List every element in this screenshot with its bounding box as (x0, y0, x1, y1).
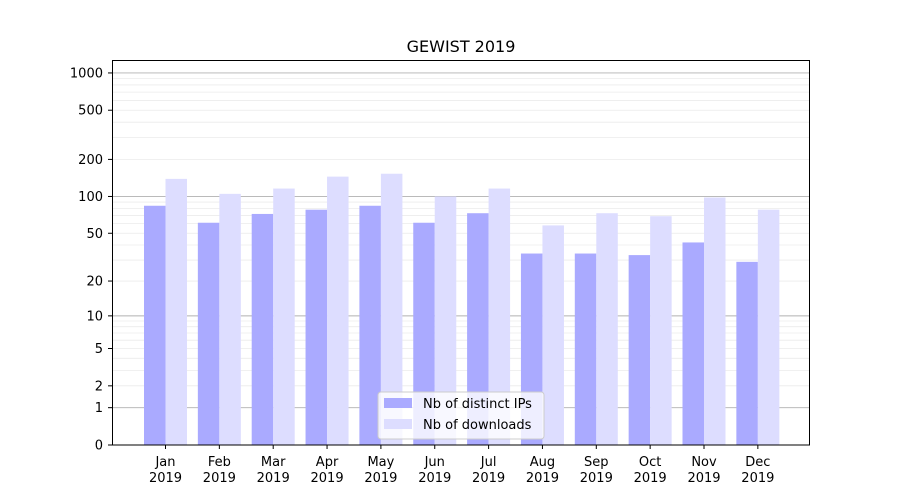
legend-label-ips: Nb of distinct IPs (423, 397, 532, 412)
bar-downloads (273, 188, 295, 445)
y-tick-label: 50 (86, 227, 103, 242)
x-tick-label: Mar (261, 455, 286, 470)
legend-box (377, 391, 545, 440)
x-tick-label: Feb (208, 455, 231, 470)
bar-distinct-ips (305, 209, 328, 445)
bar-distinct-ips (467, 213, 489, 445)
bar-downloads (596, 213, 618, 445)
legend-swatch-ips (384, 398, 412, 408)
x-tick-label: Dec (745, 455, 770, 470)
bar-distinct-ips (144, 205, 166, 445)
y-tick-label: 200 (78, 153, 103, 168)
x-tick-label: 2019 (472, 471, 505, 486)
x-tick-label: 2019 (634, 471, 667, 486)
x-tick-label: Apr (316, 455, 339, 470)
x-tick-label: 2019 (741, 471, 774, 486)
bar-distinct-ips (251, 213, 274, 445)
x-tick-label: 2019 (687, 471, 720, 486)
legend-swatch-downloads (384, 419, 412, 429)
bar-downloads (327, 176, 349, 445)
y-tick-label: 500 (78, 104, 103, 119)
bar-distinct-ips (359, 205, 381, 445)
y-tick-label: 5 (95, 342, 103, 357)
x-axis: Jan2019Feb2019Mar2019Apr2019May2019Jun20… (149, 445, 774, 486)
x-tick-label: 2019 (580, 471, 613, 486)
x-tick-label: Oct (639, 455, 661, 470)
x-tick-label: Jul (480, 455, 497, 470)
bar-downloads (704, 197, 726, 445)
bar-downloads (542, 225, 564, 445)
x-tick-label: Jun (424, 455, 445, 470)
x-tick-label: May (367, 455, 394, 470)
legend-label-downloads: Nb of downloads (423, 418, 532, 433)
plot-frame (112, 60, 810, 446)
bar-distinct-ips (628, 255, 651, 445)
bar-downloads (219, 193, 241, 445)
bar-downloads (434, 196, 457, 445)
x-tick-label: 2019 (149, 471, 182, 486)
x-tick-label: Sep (584, 455, 609, 470)
bar-distinct-ips (574, 253, 597, 445)
y-tick-label: 0 (95, 439, 103, 454)
bar-downloads (757, 209, 780, 445)
x-tick-label: Jan (154, 455, 175, 470)
y-tick-label: 10 (86, 309, 103, 324)
bar-distinct-ips (413, 222, 435, 445)
y-tick-label: 20 (86, 275, 103, 290)
x-tick-label: Nov (691, 455, 717, 470)
legend: Nb of distinct IPs Nb of downloads (377, 391, 545, 440)
y-tick-label: 1 (95, 401, 103, 416)
x-tick-label: 2019 (257, 471, 290, 486)
bar-distinct-ips (197, 222, 220, 445)
y-tick-label: 1000 (70, 66, 103, 81)
y-tick-label: 2 (95, 379, 103, 394)
y-axis: 0 1 2 5 10 20 50 100 200 500 1000 (70, 66, 112, 454)
y-tick-label: 100 (78, 190, 103, 205)
chart-title: GEWIST 2019 (407, 37, 516, 56)
x-tick-label: 2019 (418, 471, 451, 486)
bar-downloads (488, 188, 511, 445)
bar-downloads (165, 178, 187, 445)
bar-downloads (650, 216, 672, 445)
bar-distinct-ips (736, 261, 758, 445)
bar-distinct-ips (682, 242, 704, 445)
x-tick-label: 2019 (203, 471, 236, 486)
bar-downloads (380, 173, 403, 445)
x-tick-label: 2019 (311, 471, 344, 486)
x-tick-label: Aug (530, 455, 555, 470)
x-tick-label: 2019 (364, 471, 397, 486)
x-tick-label: 2019 (526, 471, 559, 486)
